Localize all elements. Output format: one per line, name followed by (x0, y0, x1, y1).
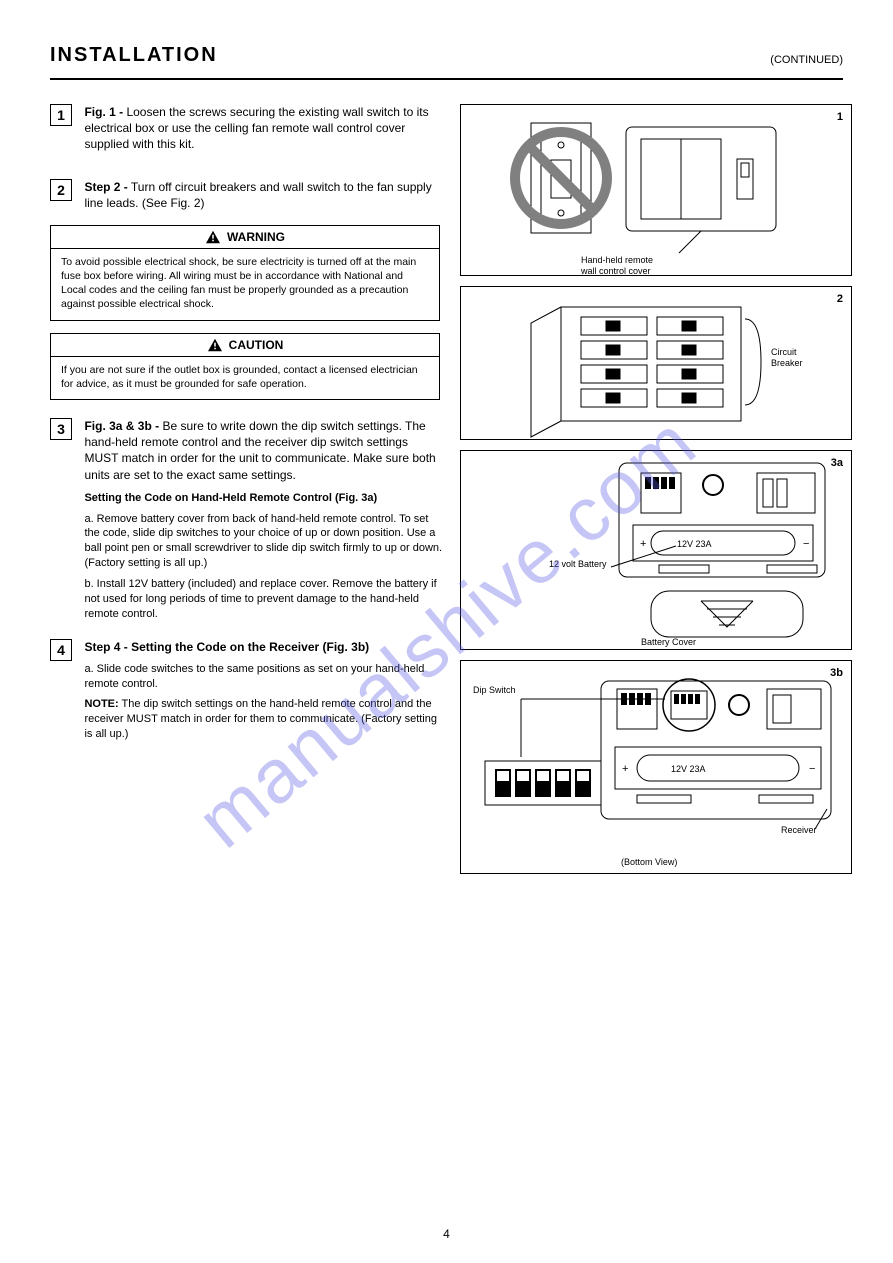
left-column: 1 Fig. 1 - Loosen the screws securing th… (50, 104, 450, 756)
figure-3a: 3a 12V 23A + − (460, 450, 852, 650)
warning-label: WARNING (227, 230, 285, 244)
fig3a-caption-cover: Battery Cover (641, 637, 696, 648)
step3-b: b. Install 12V battery (included) and re… (84, 577, 444, 622)
step-3: 3 Fig. 3a & 3b - Be sure to write down t… (50, 418, 450, 622)
caution-icon (207, 338, 223, 352)
svg-text:−: − (803, 538, 809, 550)
figure-number: 3a (831, 457, 843, 469)
step-2: 2 Step 2 - Turn off circuit breakers and… (50, 179, 450, 211)
svg-text:12V 23A: 12V 23A (671, 764, 706, 774)
caution-head: CAUTION (51, 334, 439, 357)
step-number: 3 (50, 418, 72, 440)
svg-text:+: + (640, 538, 646, 550)
step4-note: NOTE: The dip switch settings on the han… (84, 697, 444, 742)
step-text: Fig. 1 - Loosen the screws securing the … (84, 104, 444, 153)
step-4: 4 Step 4 - Setting the Code on the Recei… (50, 639, 450, 741)
fig2-caption: Circuit Breaker (771, 347, 803, 369)
right-column: 1 Hand-held remote wall con (460, 104, 852, 884)
step3-a: a. Remove battery cover from back of han… (84, 512, 444, 571)
warning-icon (205, 230, 221, 244)
step-number: 2 (50, 179, 72, 201)
step-text: Step 2 - Turn off circuit breakers and w… (84, 179, 444, 211)
figure-1: 1 Hand-held remote wall con (460, 104, 852, 276)
fig1-caption: Hand-held remote wall control cover (581, 255, 653, 277)
figure-number: 1 (837, 111, 843, 123)
caution-box: CAUTION If you are not sure if the outle… (50, 333, 440, 400)
step-text: Step 4 - Setting the Code on the Receive… (84, 639, 444, 741)
page-number: 4 (443, 1227, 450, 1241)
header-rule (50, 78, 843, 80)
fig3b-caption-receiver: Receiver (781, 825, 817, 836)
step4-a: a. Slide code switches to the same posit… (84, 662, 444, 692)
step-1: 1 Fig. 1 - Loosen the screws securing th… (50, 104, 450, 153)
caution-body: If you are not sure if the outlet box is… (51, 357, 439, 399)
svg-text:+: + (622, 763, 628, 775)
step3-main: Fig. 3a & 3b - Be sure to write down the… (84, 419, 435, 482)
svg-text:12V 23A: 12V 23A (677, 539, 712, 549)
figure-number: 2 (837, 293, 843, 305)
figure-3a-svg: 12V 23A + − (461, 451, 853, 651)
page-header: INSTALLATION (CONTINUED) (50, 40, 843, 82)
caution-label: CAUTION (229, 338, 284, 352)
step-number: 1 (50, 104, 72, 126)
step-text: Fig. 3a & 3b - Be sure to write down the… (84, 418, 444, 622)
step4-main: Step 4 - Setting the Code on the Receive… (84, 640, 369, 654)
step3-subtitle: Setting the Code on Hand-Held Remote Con… (84, 491, 444, 506)
warning-box: WARNING To avoid possible electrical sho… (50, 225, 440, 321)
fig3b-caption-bottomview: (Bottom View) (621, 857, 677, 868)
header-subtitle: (CONTINUED) (770, 54, 843, 66)
fig3a-caption-battery: 12 volt Battery (549, 559, 607, 570)
figure-number: 3b (830, 667, 843, 679)
warning-body: To avoid possible electrical shock, be s… (51, 249, 439, 320)
step-number: 4 (50, 639, 72, 661)
figure-3b-svg: 12V 23A + − (461, 661, 853, 875)
svg-text:−: − (809, 763, 815, 775)
fig3b-caption-dip: Dip Switch (473, 685, 516, 696)
figure-3b: 3b 12V 23A (460, 660, 852, 874)
figure-1-svg (461, 105, 853, 277)
figure-2: 2 (460, 286, 852, 440)
header-title: INSTALLATION (50, 44, 218, 67)
warning-head: WARNING (51, 226, 439, 249)
